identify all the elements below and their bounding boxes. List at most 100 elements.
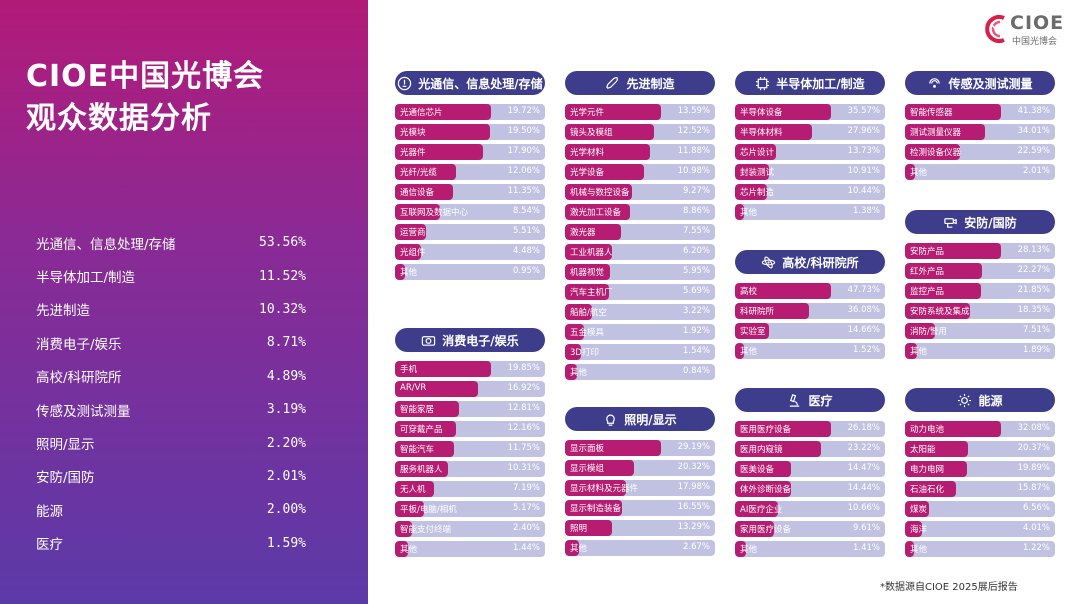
title-line-2: 观众数据分析 (26, 101, 212, 136)
bar-value-label: 16.55% (677, 502, 710, 512)
bar (565, 344, 582, 360)
bar-value-label: 1.52% (852, 345, 880, 355)
bar-track: 汽车主机厂 5.69% (565, 284, 715, 300)
summary-label: 光通信、信息处理/存储 (36, 236, 176, 253)
bar-track: 智能汽车 11.75% (395, 441, 545, 457)
bar-track: 体外诊断设备 14.44% (735, 481, 885, 497)
bar (395, 184, 453, 200)
bar (905, 283, 981, 299)
bar-category-label: 互联网及数据中心 (400, 208, 469, 218)
summary-value: 11.52% (259, 268, 306, 284)
bar-value-label: 11.75% (507, 443, 540, 453)
bar-track: 3D打印 1.54% (565, 344, 715, 360)
bar-track: 机器视觉 5.95% (565, 264, 715, 280)
bar (735, 441, 821, 457)
panel-header: 医疗 (735, 388, 885, 412)
bar-track: 通信设备 11.35% (395, 184, 545, 200)
bar-category-label: 激光加工设备 (570, 208, 622, 218)
bar-value-label: 14.44% (847, 483, 880, 493)
bar-category-label: 运营商 (400, 228, 426, 238)
bar (395, 144, 483, 160)
bar-track: 光学设备 10.98% (565, 164, 715, 180)
bar-value-label: 19.89% (1017, 463, 1050, 473)
bar-value-label: 12.81% (507, 403, 540, 413)
bar-value-label: 28.13% (1017, 245, 1050, 255)
summary-label: 能源 (36, 503, 63, 520)
bar (395, 521, 412, 537)
bar (565, 264, 611, 280)
lightbulb-pin-icon (398, 76, 412, 90)
bar-value-label: 26.18% (847, 423, 880, 433)
bar-track: 显示模组 20.32% (565, 460, 715, 476)
bar-track: 智能支付终端 2.40% (395, 521, 545, 537)
bar-value-label: 17.90% (507, 146, 540, 156)
bar-track: 其他 1.89% (905, 343, 1055, 359)
bar (395, 541, 408, 557)
summary-value: 1.59% (266, 535, 306, 551)
bar-track: 激光加工设备 8.86% (565, 204, 715, 220)
bar (905, 461, 967, 477)
bar-track: 石油石化 15.87% (905, 481, 1055, 497)
bar-category-label: 其他 (740, 208, 758, 218)
bar-track: 安防系统及集成 18.35% (905, 303, 1055, 319)
panel-header: 先进制造 (565, 71, 715, 95)
summary-row: 医疗 1.59% (36, 527, 306, 560)
bar (395, 164, 457, 180)
chart-panel: 半导体加工/制造 半导体设备 35.57% 半导体材料 27.96% 芯片设计 13.73%… (735, 71, 885, 224)
bar (395, 461, 448, 477)
bar (395, 481, 434, 497)
microscope-icon (790, 393, 800, 407)
bar-track: 互联网及数据中心 8.54% (395, 204, 545, 220)
bar-category-label: 实验室 (740, 327, 766, 337)
bar-track: 封装测试 10.91% (735, 164, 885, 180)
bar (905, 263, 983, 279)
sun-icon (958, 393, 972, 407)
panel-title: 医疗 (808, 393, 833, 408)
summary-row: 光通信、信息处理/存储 53.56% (36, 226, 306, 259)
summary-row: 半导体加工/制造 11.52% (36, 259, 306, 292)
summary-label: 半导体加工/制造 (36, 270, 136, 287)
bar-track: 显示制造装备 16.55% (565, 500, 715, 516)
bar-category-label: 封装测试 (740, 168, 775, 178)
bar-category-label: 光纤/光缆 (400, 168, 437, 178)
bar (565, 540, 580, 556)
bar-track: 芯片设计 13.73% (735, 144, 885, 160)
bar-value-label: 27.96% (847, 126, 880, 136)
summary-value: 2.00% (266, 502, 306, 518)
bar-value-label: 19.72% (507, 106, 540, 116)
bar-track: 镜头及模组 12.52% (565, 124, 715, 140)
bar (565, 184, 633, 200)
summary-label: 照明/显示 (36, 437, 95, 454)
source-note: *数据源自CIOE 2025展后报告 (880, 582, 1018, 593)
summary-label: 传感及测试测量 (36, 403, 131, 420)
bar-track: 半导体设备 35.57% (735, 104, 885, 120)
bar-category-label: 通信设备 (400, 188, 435, 198)
summary-value: 2.20% (266, 435, 306, 451)
bar-value-label: 13.59% (677, 106, 710, 116)
bar-category-label: 芯片制造 (740, 188, 775, 198)
bar-value-label: 29.19% (677, 442, 710, 452)
bar (735, 501, 778, 517)
bar-track: 照明 13.29% (565, 520, 715, 536)
bar-track: 显示面板 29.19% (565, 440, 715, 456)
bar-value-label: 22.59% (1017, 146, 1050, 156)
bar-category-label: 光学元件 (570, 108, 605, 118)
summary-row: 消费电子/娱乐 8.71% (36, 326, 306, 359)
bar-value-label: 41.38% (1017, 106, 1050, 116)
bar-track: 手机 19.85% (395, 361, 545, 377)
bar-category-label: 光组件 (400, 248, 426, 258)
bar-track: 光器件 17.90% (395, 144, 545, 160)
bar (565, 520, 612, 536)
bar-value-label: 22.27% (1017, 265, 1050, 275)
bar-category-label: 其他 (910, 545, 928, 555)
bar-track: 其他 1.22% (905, 541, 1055, 557)
bar (905, 144, 961, 160)
bar-category-label: 平板/电脑/相机 (400, 505, 457, 515)
bar-value-label: 2.67% (682, 542, 710, 552)
bar-track: 智能传感器 41.38% (905, 104, 1055, 120)
bar-value-label: 10.31% (507, 463, 540, 473)
bar (735, 461, 791, 477)
panel-title: 能源 (978, 393, 1003, 408)
bar-category-label: 镜头及模组 (570, 128, 613, 138)
page-title: CIOE中国光博会 观众数据分析 (26, 56, 264, 140)
